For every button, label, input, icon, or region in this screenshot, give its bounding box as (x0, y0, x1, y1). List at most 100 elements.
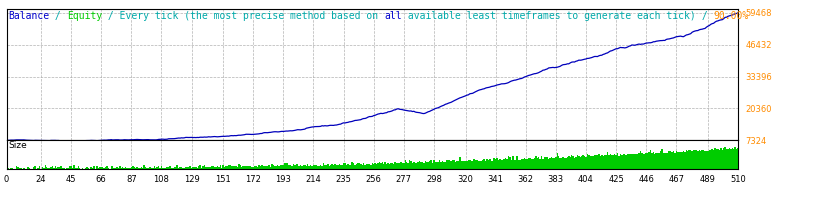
Bar (90, 167, 92, 169)
Bar (629, 154, 631, 169)
Bar (413, 162, 414, 169)
Bar (321, 166, 323, 169)
Bar (411, 163, 413, 169)
Bar (381, 162, 382, 169)
Bar (363, 163, 364, 169)
Bar (386, 164, 387, 169)
Bar (153, 166, 155, 169)
Bar (335, 165, 337, 169)
Bar (645, 153, 646, 169)
Bar (143, 165, 145, 169)
Bar (438, 160, 440, 169)
Bar (361, 165, 363, 169)
Bar (534, 156, 536, 169)
Bar (505, 158, 506, 169)
Bar (659, 151, 660, 169)
Bar (29, 168, 30, 169)
Bar (132, 166, 133, 169)
Bar (358, 163, 360, 169)
Bar (367, 164, 369, 169)
Bar (500, 160, 501, 169)
Bar (451, 160, 453, 169)
Bar (281, 165, 283, 169)
Bar (271, 164, 272, 169)
Bar (719, 148, 721, 169)
Bar (646, 153, 648, 169)
Bar (728, 148, 729, 169)
Bar (351, 162, 352, 169)
Bar (331, 164, 333, 169)
Bar (7, 168, 9, 169)
Bar (279, 165, 281, 169)
Bar (539, 159, 541, 169)
Bar (256, 167, 258, 169)
Bar (84, 168, 86, 169)
Bar (344, 163, 346, 169)
Bar (145, 167, 147, 169)
Bar (176, 165, 178, 169)
Bar (685, 150, 686, 169)
Bar (673, 153, 675, 169)
Bar (86, 167, 88, 169)
Text: available least timeframes to generate each tick): available least timeframes to generate e… (401, 11, 695, 21)
Bar (278, 166, 279, 169)
Bar (559, 158, 560, 169)
Bar (387, 163, 388, 169)
Bar (130, 167, 132, 169)
Bar (642, 154, 643, 169)
Bar (583, 156, 585, 169)
Bar (600, 155, 602, 169)
Bar (212, 166, 214, 169)
Bar (556, 153, 558, 169)
Bar (157, 166, 159, 169)
Bar (467, 160, 468, 169)
Bar (499, 159, 500, 169)
Bar (324, 165, 325, 169)
Bar (671, 152, 672, 169)
Bar (625, 155, 626, 169)
Bar (392, 164, 394, 169)
Bar (511, 156, 513, 169)
Bar (19, 168, 20, 169)
Bar (61, 168, 63, 169)
Bar (686, 151, 688, 169)
Bar (49, 168, 50, 169)
Bar (726, 149, 728, 169)
Bar (507, 156, 509, 169)
Bar (292, 164, 294, 169)
Bar (562, 157, 563, 169)
Bar (591, 156, 593, 169)
Bar (649, 150, 650, 169)
Bar (382, 164, 384, 169)
Bar (329, 165, 331, 169)
Bar (272, 165, 274, 169)
Bar (398, 163, 400, 169)
Bar (129, 168, 130, 169)
Bar (536, 158, 537, 169)
Bar (483, 159, 484, 169)
Bar (199, 165, 201, 169)
Bar (417, 162, 419, 169)
Bar (325, 165, 327, 169)
Bar (650, 153, 652, 169)
Bar (423, 163, 424, 169)
Bar (477, 161, 478, 169)
Bar (55, 166, 56, 169)
Bar (503, 159, 505, 169)
Bar (210, 166, 212, 169)
Bar (444, 162, 446, 169)
Bar (608, 155, 609, 169)
Bar (614, 155, 616, 169)
Bar (415, 163, 417, 169)
Bar (42, 167, 43, 169)
Bar (623, 154, 625, 169)
Bar (419, 161, 420, 169)
Bar (360, 164, 361, 169)
Bar (672, 151, 673, 169)
Bar (437, 162, 438, 169)
Bar (163, 168, 165, 169)
Bar (557, 156, 559, 169)
Bar (291, 166, 292, 169)
Bar (265, 166, 266, 169)
Text: Balance: Balance (8, 11, 49, 21)
